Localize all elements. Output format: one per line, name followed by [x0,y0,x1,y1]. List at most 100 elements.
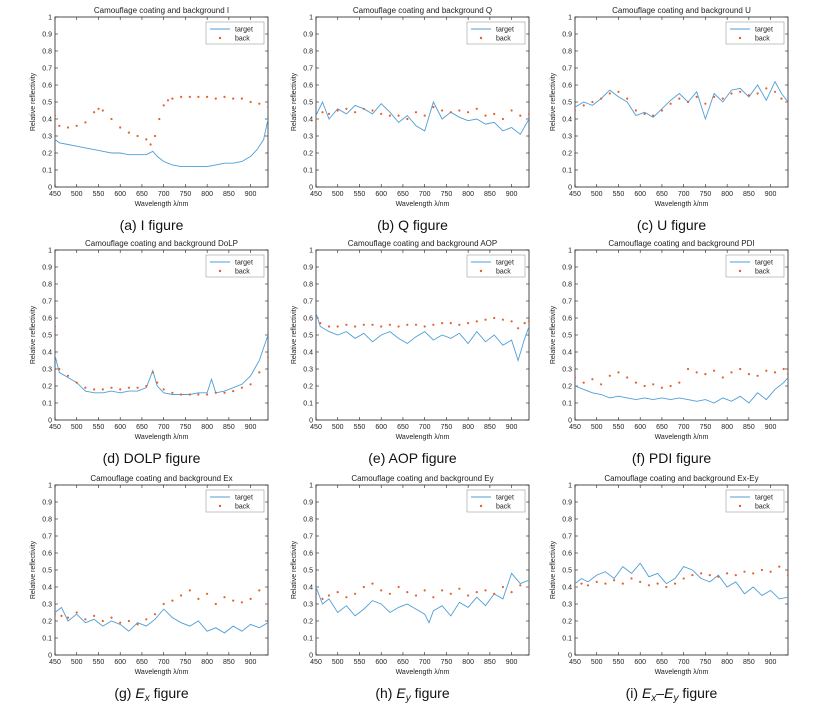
series-point-back [354,111,357,114]
series-point-back [206,393,209,396]
y-tick-label: 0.4 [562,350,572,357]
chart-title: Camouflage coating and background Ex-Ey [604,474,758,483]
legend-label: back [235,504,250,511]
legend-label: back [235,36,250,43]
chart-panel: Camouflage coating and background DoLP 0 0… [30,239,269,466]
series-point-back [171,97,174,100]
x-tick-label: 700 [158,659,170,666]
x-tick-label: 800 [201,659,213,666]
series-point-back [180,95,183,98]
series-point-back [780,97,783,100]
x-tick-label: 850 [743,191,755,198]
series-point-back [158,117,161,121]
series-point-back [519,114,522,117]
x-tick-label: 600 [634,659,646,666]
x-tick-label: 550 [613,191,625,198]
plot-data [55,95,268,168]
legend-label: back [755,269,770,276]
y-tick-label: 0.8 [303,49,313,56]
x-tick-label: 900 [506,191,518,198]
x-tick-label: 500 [591,659,603,666]
series-line-target [55,606,268,634]
y-tick-label: 0.1 [42,636,52,643]
chart-panel: Camouflage coating and background Ey 0 0.1… [291,474,530,704]
series-point-back [414,594,418,597]
series-point-back [600,97,603,100]
series-point-back [145,618,148,621]
legend: target back [466,21,526,45]
x-tick-label: 900 [765,659,777,666]
series-point-back [523,322,526,325]
series-point-back [501,585,504,589]
series-point-back [151,371,154,374]
x-tick-label: 450 [569,659,581,666]
x-tick-label: 850 [484,424,496,431]
series-point-back [752,572,755,575]
series-point-back [582,381,585,384]
x-tick-label: 550 [613,424,625,431]
series-point-back [397,325,400,328]
legend-label: back [755,36,770,43]
series-point-back [327,325,331,328]
series-point-back [388,114,391,117]
y-tick-label: 0.4 [562,117,572,124]
series-point-back [136,623,139,626]
series-point-back [119,388,122,391]
series-point-back [582,104,585,107]
y-tick-label: 0.6 [42,316,52,323]
x-tick-label: 700 [419,659,431,666]
series-point-back [197,597,200,601]
series-point-back [769,570,772,573]
series-point-back [93,111,96,114]
caption-part: y [405,693,412,704]
y-axis-label: Relative reflectivity [291,72,298,131]
series-point-back [630,577,633,580]
plot-data [55,325,268,396]
series-point-back [240,386,243,389]
series-point-back [162,602,165,606]
y-axis-label: Relative reflectivity [30,540,37,599]
caption-part: x [144,693,151,704]
series-point-back [786,373,788,376]
series-point-back [600,383,603,386]
y-tick-label: 1 [309,248,313,255]
y-tick-label: 0.7 [42,299,52,306]
series-point-back [467,594,470,597]
series-point-back [249,383,252,386]
y-tick-label: 0.2 [303,384,313,391]
chart-panel: Camouflage coating and background AOP 0 0.… [291,239,530,466]
y-tick-label: 0.1 [42,401,52,408]
series-line-target [316,100,529,135]
x-tick-label: 750 [700,191,712,198]
series-point-back [145,138,148,141]
x-tick-label: 800 [462,191,474,198]
series-point-back [765,369,768,372]
chart-title: Camouflage coating and background DoLP [85,239,238,248]
x-tick-label: 550 [93,191,105,198]
y-tick-label: 0.1 [303,401,313,408]
series-point-back [475,320,478,323]
y-tick-label: 0.2 [562,619,572,626]
x-tick-label: 650 [397,659,409,666]
series-line-target [575,80,788,121]
series-point-back [188,589,191,592]
y-tick-label: 0.9 [562,500,572,507]
series-point-back [127,619,130,623]
series-line-target [316,312,529,363]
series-point-back [110,117,113,121]
series-point-back [717,575,720,578]
y-tick-label: 0.3 [303,602,313,609]
y-tick-label: 1 [568,248,572,255]
chart-title: Camouflage coating and background Ex [90,474,232,483]
series-point-back [321,111,324,114]
y-tick-label: 0.4 [42,350,52,357]
series-point-back [127,386,130,389]
series-point-back [643,112,646,115]
series-point-back [739,90,742,93]
series-point-back [773,371,777,374]
x-axis-label: Wavelength λ/nm [135,434,189,441]
x-tick-label: 450 [49,191,61,198]
series-point-back [145,384,148,388]
series-point-back [458,109,461,112]
caption-part: E [396,685,406,701]
